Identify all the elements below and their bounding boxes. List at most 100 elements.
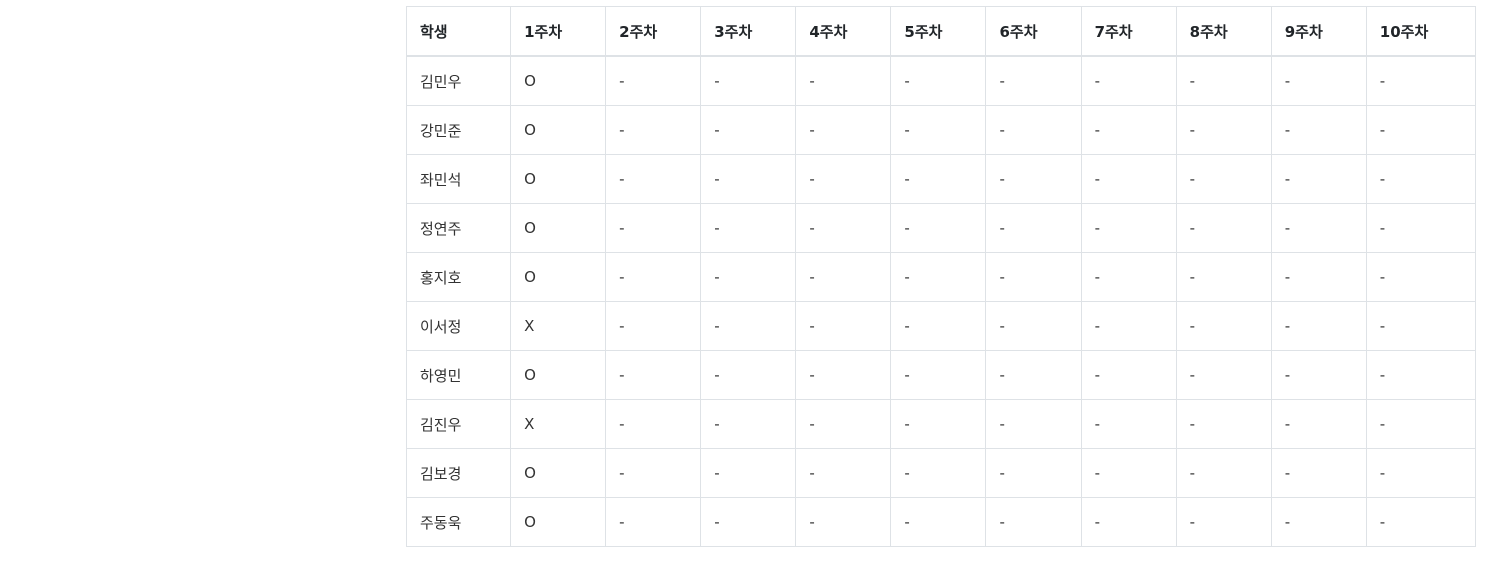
attendance-cell-week-6: - bbox=[985, 154, 1082, 204]
header-row: 학생 1주차 2주차 3주차 4주차 5주차 6주차 7주차 8주차 9주차 1… bbox=[405, 6, 1477, 57]
header-week-6: 6주차 bbox=[985, 6, 1082, 57]
attendance-cell-week-8: - bbox=[1175, 497, 1272, 547]
attendance-cell-week-4: - bbox=[795, 55, 892, 106]
attendance-cell-week-10: - bbox=[1365, 203, 1477, 253]
attendance-cell-week-4: - bbox=[795, 154, 892, 204]
attendance-cell-week-3: - bbox=[700, 55, 797, 106]
attendance-cell-week-6: - bbox=[985, 55, 1082, 106]
attendance-cell-week-6: - bbox=[985, 105, 1082, 155]
table-row: 주동욱 O - - - - - - - - - bbox=[405, 497, 1477, 547]
attendance-cell-week-5: - bbox=[890, 105, 987, 155]
header-week-5: 5주차 bbox=[890, 6, 987, 57]
attendance-cell-week-5: - bbox=[890, 497, 987, 547]
table-header: 학생 1주차 2주차 3주차 4주차 5주차 6주차 7주차 8주차 9주차 1… bbox=[405, 6, 1477, 57]
attendance-cell-week-1: O bbox=[510, 448, 607, 498]
attendance-table-container: 학생 1주차 2주차 3주차 4주차 5주차 6주차 7주차 8주차 9주차 1… bbox=[405, 6, 1477, 547]
attendance-cell-week-5: - bbox=[890, 203, 987, 253]
table-row: 홍지호 O - - - - - - - - - bbox=[405, 252, 1477, 302]
attendance-cell-week-3: - bbox=[700, 203, 797, 253]
attendance-cell-week-1: O bbox=[510, 203, 607, 253]
attendance-cell-week-1: O bbox=[510, 105, 607, 155]
attendance-cell-week-7: - bbox=[1080, 497, 1177, 547]
student-name-cell: 좌민석 bbox=[405, 154, 512, 204]
header-week-3: 3주차 bbox=[700, 6, 797, 57]
attendance-cell-week-10: - bbox=[1365, 105, 1477, 155]
student-name-cell: 강민준 bbox=[405, 105, 512, 155]
attendance-cell-week-2: - bbox=[605, 399, 702, 449]
attendance-cell-week-8: - bbox=[1175, 448, 1272, 498]
attendance-cell-week-2: - bbox=[605, 105, 702, 155]
table-row: 김진우 X - - - - - - - - - bbox=[405, 399, 1477, 449]
attendance-cell-week-5: - bbox=[890, 55, 987, 106]
attendance-cell-week-9: - bbox=[1270, 105, 1367, 155]
attendance-cell-week-5: - bbox=[890, 252, 987, 302]
attendance-cell-week-9: - bbox=[1270, 154, 1367, 204]
attendance-cell-week-7: - bbox=[1080, 448, 1177, 498]
attendance-cell-week-3: - bbox=[700, 350, 797, 400]
attendance-cell-week-6: - bbox=[985, 252, 1082, 302]
attendance-cell-week-4: - bbox=[795, 203, 892, 253]
student-name-cell: 주동욱 bbox=[405, 497, 512, 547]
attendance-cell-week-4: - bbox=[795, 350, 892, 400]
attendance-cell-week-3: - bbox=[700, 497, 797, 547]
attendance-cell-week-3: - bbox=[700, 448, 797, 498]
table-row: 정연주 O - - - - - - - - - bbox=[405, 203, 1477, 253]
attendance-cell-week-2: - bbox=[605, 252, 702, 302]
attendance-cell-week-9: - bbox=[1270, 301, 1367, 351]
attendance-cell-week-8: - bbox=[1175, 105, 1272, 155]
attendance-table: 학생 1주차 2주차 3주차 4주차 5주차 6주차 7주차 8주차 9주차 1… bbox=[405, 6, 1477, 547]
attendance-cell-week-10: - bbox=[1365, 252, 1477, 302]
header-week-4: 4주차 bbox=[795, 6, 892, 57]
attendance-cell-week-2: - bbox=[605, 203, 702, 253]
attendance-cell-week-5: - bbox=[890, 154, 987, 204]
attendance-cell-week-3: - bbox=[700, 301, 797, 351]
student-name-cell: 하영민 bbox=[405, 350, 512, 400]
attendance-cell-week-6: - bbox=[985, 350, 1082, 400]
attendance-cell-week-5: - bbox=[890, 350, 987, 400]
attendance-cell-week-2: - bbox=[605, 154, 702, 204]
header-week-2: 2주차 bbox=[605, 6, 702, 57]
attendance-cell-week-10: - bbox=[1365, 154, 1477, 204]
attendance-cell-week-8: - bbox=[1175, 154, 1272, 204]
attendance-cell-week-2: - bbox=[605, 448, 702, 498]
attendance-cell-week-8: - bbox=[1175, 301, 1272, 351]
table-row: 김보경 O - - - - - - - - - bbox=[405, 448, 1477, 498]
header-week-10: 10주차 bbox=[1365, 6, 1477, 57]
attendance-cell-week-6: - bbox=[985, 448, 1082, 498]
attendance-cell-week-1: X bbox=[510, 301, 607, 351]
attendance-cell-week-10: - bbox=[1365, 301, 1477, 351]
student-name-cell: 김진우 bbox=[405, 399, 512, 449]
attendance-cell-week-9: - bbox=[1270, 55, 1367, 106]
attendance-cell-week-2: - bbox=[605, 350, 702, 400]
attendance-cell-week-2: - bbox=[605, 55, 702, 106]
attendance-cell-week-1: O bbox=[510, 252, 607, 302]
table-row: 이서정 X - - - - - - - - - bbox=[405, 301, 1477, 351]
attendance-cell-week-8: - bbox=[1175, 252, 1272, 302]
attendance-cell-week-3: - bbox=[700, 252, 797, 302]
table-row: 김민우 O - - - - - - - - - bbox=[405, 55, 1477, 106]
attendance-cell-week-7: - bbox=[1080, 252, 1177, 302]
attendance-cell-week-6: - bbox=[985, 399, 1082, 449]
attendance-cell-week-9: - bbox=[1270, 252, 1367, 302]
attendance-cell-week-7: - bbox=[1080, 301, 1177, 351]
student-name-cell: 김보경 bbox=[405, 448, 512, 498]
attendance-cell-week-5: - bbox=[890, 301, 987, 351]
attendance-cell-week-1: O bbox=[510, 154, 607, 204]
attendance-cell-week-1: O bbox=[510, 55, 607, 106]
attendance-cell-week-3: - bbox=[700, 399, 797, 449]
attendance-cell-week-4: - bbox=[795, 448, 892, 498]
attendance-cell-week-8: - bbox=[1175, 203, 1272, 253]
student-name-cell: 이서정 bbox=[405, 301, 512, 351]
header-week-1: 1주차 bbox=[510, 6, 607, 57]
student-name-cell: 홍지호 bbox=[405, 252, 512, 302]
attendance-cell-week-1: O bbox=[510, 497, 607, 547]
attendance-cell-week-1: O bbox=[510, 350, 607, 400]
attendance-cell-week-10: - bbox=[1365, 350, 1477, 400]
attendance-cell-week-5: - bbox=[890, 399, 987, 449]
attendance-cell-week-4: - bbox=[795, 497, 892, 547]
header-week-8: 8주차 bbox=[1175, 6, 1272, 57]
attendance-cell-week-4: - bbox=[795, 252, 892, 302]
table-row: 좌민석 O - - - - - - - - - bbox=[405, 154, 1477, 204]
attendance-cell-week-2: - bbox=[605, 301, 702, 351]
attendance-cell-week-9: - bbox=[1270, 448, 1367, 498]
